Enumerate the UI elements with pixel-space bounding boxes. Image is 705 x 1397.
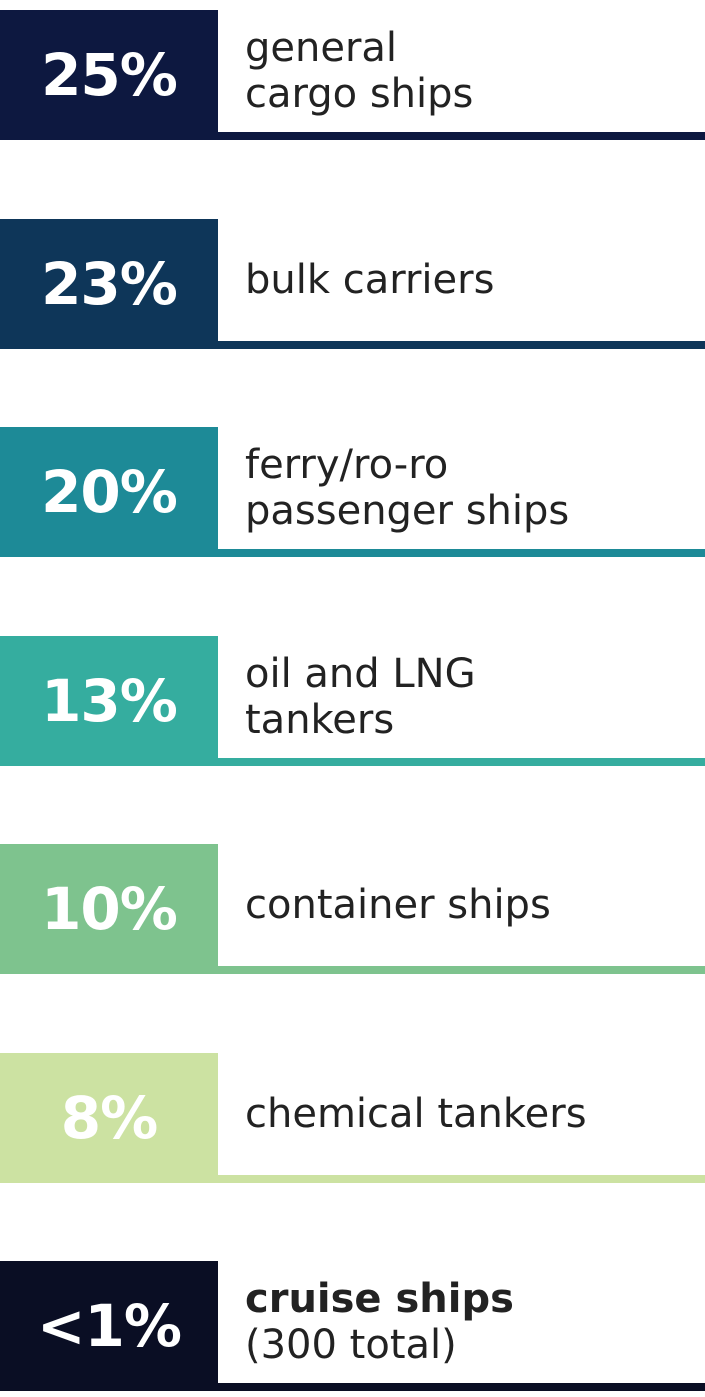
ship-item: 13% oil and LNG tankers [0, 635, 705, 766]
underline [218, 1174, 705, 1183]
ship-item: <1% cruise ships (300 total) [0, 1261, 705, 1391]
underline [218, 132, 705, 140]
description-line: cargo ships [245, 71, 474, 117]
description-line: (300 total) [245, 1322, 457, 1368]
percent-box: 10% [0, 844, 218, 974]
description: bulk carriers [245, 219, 494, 341]
description: container ships [245, 844, 551, 966]
underline [218, 966, 705, 974]
percent-box: <1% [0, 1261, 218, 1391]
ship-item: 23% bulk carriers [0, 218, 705, 349]
description: chemical tankers [245, 1053, 587, 1175]
underline [218, 757, 705, 766]
description-line: bulk carriers [245, 256, 495, 303]
percent-box: 20% [0, 427, 218, 557]
description-line: chemical tankers [245, 1090, 587, 1137]
underline [218, 549, 705, 557]
description-line: cruise ships [245, 1276, 514, 1322]
description: general cargo ships [245, 10, 473, 132]
underline [218, 340, 705, 349]
percent-box: 8% [0, 1052, 218, 1183]
description-line: tankers [245, 696, 395, 743]
description-line: oil and LNG [245, 650, 476, 697]
description-line: ferry/ro-ro [245, 442, 449, 488]
description-line: passenger ships [245, 488, 570, 534]
ship-item: 10% container ships [0, 844, 705, 974]
percent-box: 25% [0, 10, 218, 140]
ship-item: 25% general cargo ships [0, 10, 705, 140]
ship-item: 8% chemical tankers [0, 1052, 705, 1183]
description: cruise ships (300 total) [245, 1261, 514, 1383]
description-line: container ships [245, 882, 551, 928]
description: oil and LNG tankers [245, 636, 476, 758]
percent-box: 23% [0, 218, 218, 349]
underline [218, 1383, 705, 1391]
ship-item: 20% ferry/ro-ro passenger ships [0, 427, 705, 557]
description: ferry/ro-ro passenger ships [245, 427, 569, 549]
description-line: general [245, 25, 398, 71]
percent-box: 13% [0, 635, 218, 766]
